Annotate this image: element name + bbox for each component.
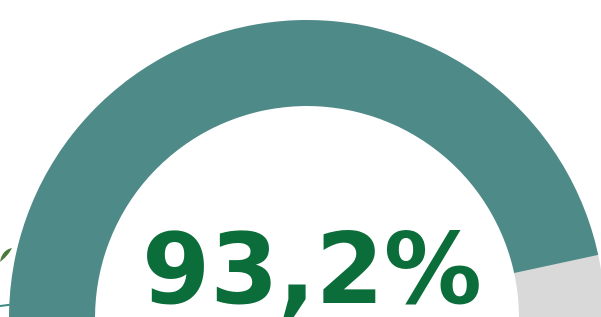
value-label: 93,2% xyxy=(142,213,482,317)
chart: 93,2% xyxy=(0,0,601,317)
decoration xyxy=(0,248,12,262)
